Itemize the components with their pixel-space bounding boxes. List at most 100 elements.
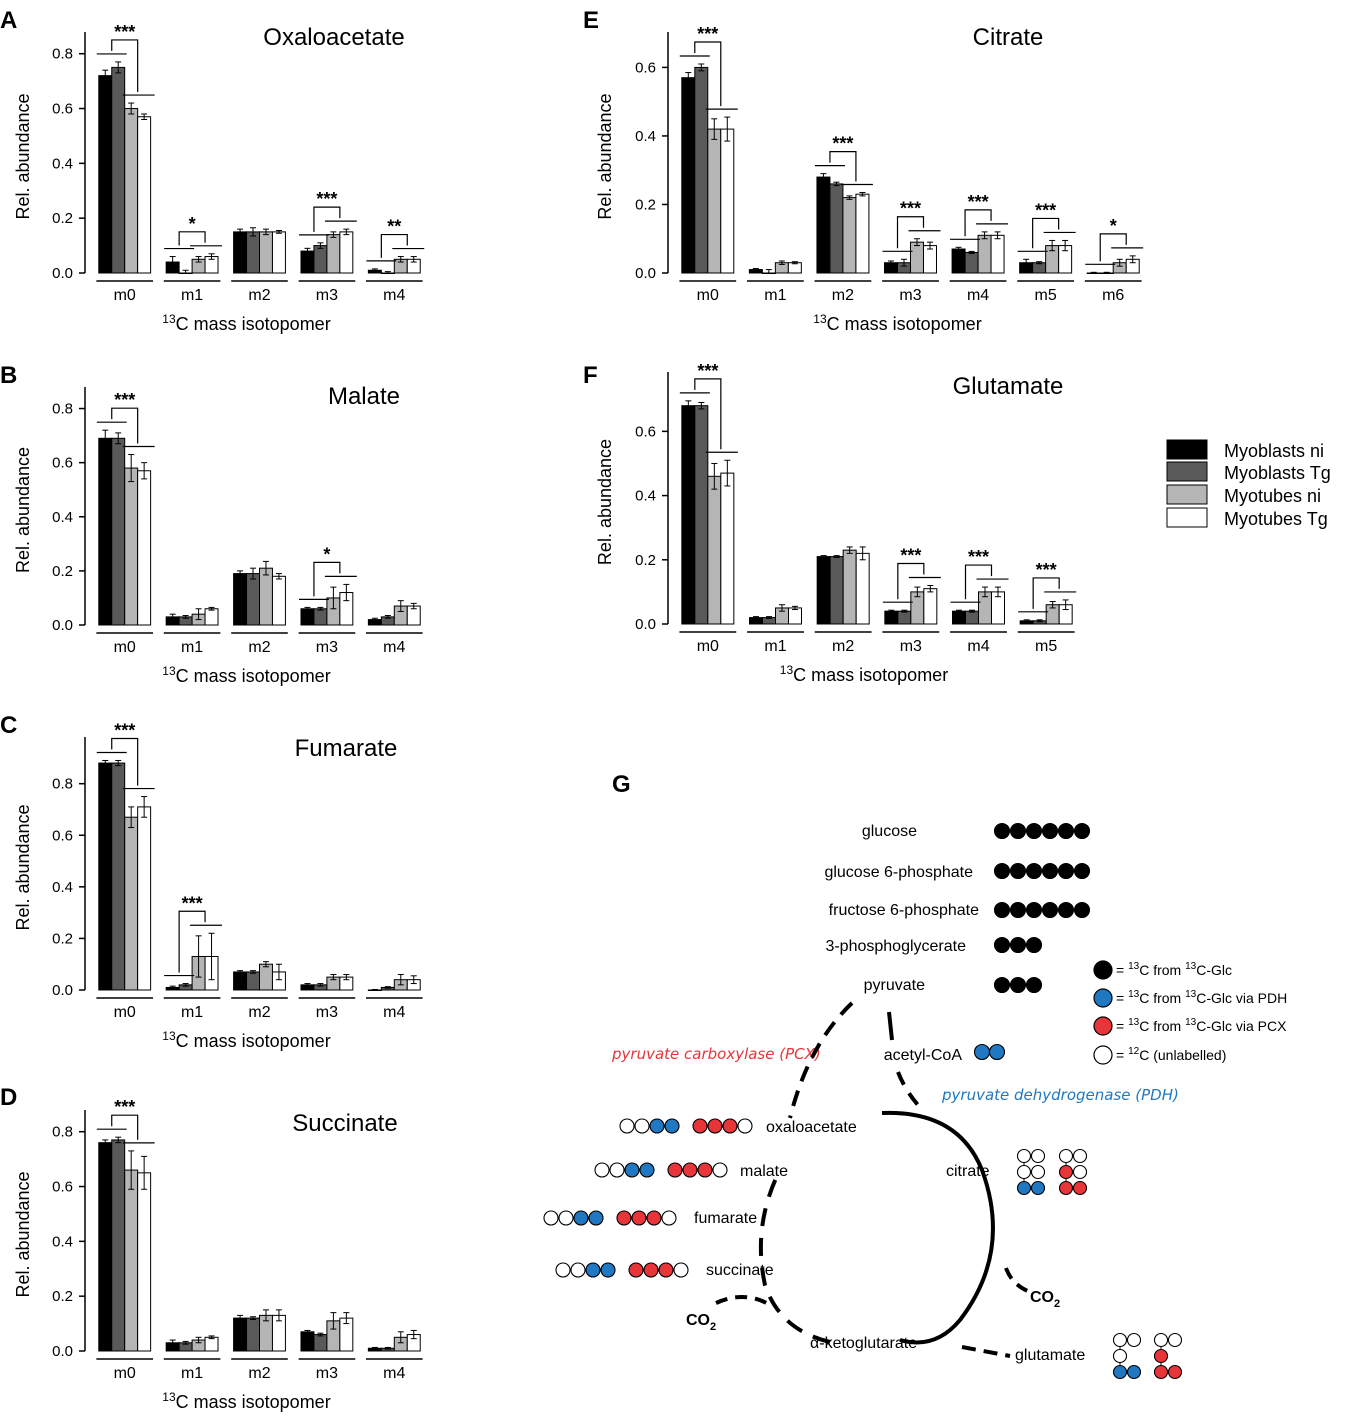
metabolite-pyruvate: pyruvate xyxy=(864,977,925,994)
panel-letter: C xyxy=(0,712,17,739)
glutamate-dots xyxy=(1112,1332,1183,1380)
x-tick-label: m0 xyxy=(697,287,719,304)
carbon-dot xyxy=(707,1118,723,1134)
y-tick-label: 0.6 xyxy=(52,455,73,472)
carbon-dot xyxy=(1072,1164,1088,1180)
panel-letter: A xyxy=(0,7,17,34)
y-tick-label: 0.0 xyxy=(52,1343,73,1360)
y-tick-label: 0.6 xyxy=(635,59,656,76)
bar xyxy=(259,231,273,274)
key-dot-white xyxy=(1093,1045,1113,1065)
co2-label-right: CO2 xyxy=(1030,1289,1060,1310)
panel-letter-g: G xyxy=(612,771,631,798)
bar xyxy=(816,176,831,274)
bar xyxy=(990,234,1005,274)
panel-letter: D xyxy=(0,1084,17,1111)
enzyme-pcx-label: pyruvate carboxylase (PCX) xyxy=(611,1045,821,1063)
carbon-dot xyxy=(988,1043,1006,1061)
carbon-dot xyxy=(1009,822,1027,840)
acetyl-coa-dots xyxy=(973,1043,1006,1061)
sig-bracket xyxy=(896,216,925,249)
carbon-dot xyxy=(1025,822,1043,840)
carbon-dot xyxy=(1153,1348,1169,1364)
y-tick-label: 0.0 xyxy=(635,616,656,633)
carbon-dot xyxy=(1167,1364,1183,1380)
significance-label: *** xyxy=(900,545,921,565)
carbon-dot xyxy=(697,1162,713,1178)
key-dot-red xyxy=(1093,1016,1113,1036)
sig-bracket xyxy=(380,233,408,258)
y-tick-label: 0.2 xyxy=(52,210,73,227)
co2-subscript: 2 xyxy=(1054,1298,1060,1310)
bar xyxy=(246,971,261,991)
carbon-dot xyxy=(1073,862,1091,880)
chart-title: Glutamate xyxy=(953,373,1064,400)
carbon-dot xyxy=(555,1262,571,1278)
panel-letter: E xyxy=(583,7,599,34)
carbon-dot xyxy=(1126,1364,1142,1380)
x-tick-label: m1 xyxy=(181,1004,203,1021)
x-tick-label: m2 xyxy=(248,1365,270,1382)
carbon-dot xyxy=(634,1118,650,1134)
x-tick-label: m6 xyxy=(1102,287,1124,304)
carbon-dot xyxy=(609,1162,625,1178)
significance-label: *** xyxy=(697,24,718,44)
chart-panel-e: E Citrate 0.0 0.2 0.4 0.6 Rel. abundance m0 m1 m2… xyxy=(583,7,1144,334)
x-tick-label: m0 xyxy=(697,638,719,655)
bar xyxy=(965,610,979,625)
sig-bracket xyxy=(178,231,206,246)
carbon-dot xyxy=(1016,1180,1032,1196)
y-tick-label: 0.0 xyxy=(52,982,73,999)
carbon-dot xyxy=(1072,1148,1088,1164)
significance-label: *** xyxy=(114,1097,135,1117)
metabolite-glucose: glucose xyxy=(862,823,917,840)
carbon-dot xyxy=(570,1262,586,1278)
carbon-dot xyxy=(1030,1148,1046,1164)
panel-letter: F xyxy=(583,362,598,389)
bar xyxy=(326,234,341,274)
pyruvate-to-acoa-arrow xyxy=(887,1011,894,1041)
carbon-dot xyxy=(1112,1332,1128,1348)
y-tick-label: 0.2 xyxy=(52,1288,73,1305)
x-tick-label: m2 xyxy=(248,287,270,304)
carbon-dot xyxy=(624,1162,640,1178)
bar xyxy=(271,231,286,274)
bar xyxy=(884,610,899,625)
y-tick-label: 0.2 xyxy=(635,196,656,213)
bar xyxy=(98,75,113,274)
bar xyxy=(855,193,870,274)
x-tick-label: m4 xyxy=(383,1365,405,1382)
x-tick-label: m3 xyxy=(316,639,338,656)
carbon-dot xyxy=(585,1262,601,1278)
x-tick-label: m1 xyxy=(764,638,786,655)
carbon-dot xyxy=(1041,862,1059,880)
co2-release-akg-arrow xyxy=(715,1295,772,1307)
sig-bracket xyxy=(964,209,992,237)
metabolite-alpha-ketoglutarate: α-ketoglutarate xyxy=(810,1335,917,1352)
carbon-dot xyxy=(993,901,1011,919)
bar xyxy=(707,128,722,274)
legend-swatch-myoblasts-ni xyxy=(1166,439,1208,460)
chart-panel-c: C Fumarate 0.0 0.2 0.4 0.6 0.8 Rel. abundance m0… xyxy=(0,712,423,1051)
carbon-dot xyxy=(1073,822,1091,840)
significance-label: *** xyxy=(114,390,135,410)
key-text-black: = 13C from 13C-Glc xyxy=(1116,961,1232,978)
bar xyxy=(951,248,966,274)
key-text-red: = 13C from 13C-Glc via PCX xyxy=(1116,1017,1287,1034)
bar xyxy=(98,437,113,626)
x-tick-label: m4 xyxy=(383,287,405,304)
sig-bracket xyxy=(897,562,925,600)
legend-label-myotubes-tg: Myotubes Tg xyxy=(1224,509,1328,529)
bar xyxy=(313,245,328,274)
metabolite-oxaloacetate: oxaloacetate xyxy=(766,1119,857,1136)
bar xyxy=(137,806,152,991)
y-tick-label: 0.8 xyxy=(52,401,73,418)
y-tick-label: 0.4 xyxy=(635,128,656,145)
carbon-dot xyxy=(1030,1180,1046,1196)
bar xyxy=(1032,262,1047,274)
bar xyxy=(98,762,113,991)
bar xyxy=(922,245,937,274)
x-tick-label: m2 xyxy=(248,639,270,656)
carbon-dot xyxy=(1016,1148,1032,1164)
